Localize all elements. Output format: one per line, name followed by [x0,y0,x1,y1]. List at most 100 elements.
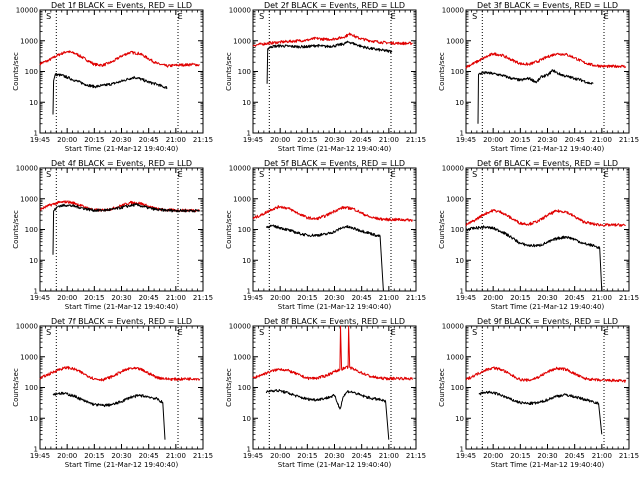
x-tick-label: 19:45 [30,294,50,302]
x-tick-label: 20:30 [537,452,557,460]
y-tick-label: 100 [451,226,464,234]
y-tick-label: 10 [242,99,251,107]
x-tick-label: 21:15 [406,452,426,460]
chart-panel-7: Det 7f BLACK = Events, RED = LLD 1 10 100 10… [12,317,213,469]
x-tick-label: 20:45 [352,452,372,460]
x-tick-label: 21:00 [166,136,186,144]
y-tick-label: 1000 [446,195,464,203]
lld-series-line [465,52,627,69]
y-tick-label: 10 [29,257,38,265]
y-tick-label: 10 [242,257,251,265]
chart-panel-5: Det 5f BLACK = Events, RED = LLD 1 10 100 10… [225,159,426,311]
x-axis-label: Start Time (21-Mar-12 19:40:40) [65,461,179,469]
end-marker: E [178,12,183,21]
start-marker: S [472,170,477,179]
plot-frame [252,325,417,450]
y-axis-label: Counts/sec [225,368,233,407]
x-tick-label: 20:45 [139,452,159,460]
y-tick-label: 100 [238,226,251,234]
y-axis-label: Counts/sec [12,52,20,91]
y-tick-label: 10000 [229,165,251,173]
chart-title: Det 4f BLACK = Events, RED = LLD [51,159,192,168]
x-tick-label: 20:45 [565,294,585,302]
x-tick-label: 20:00 [483,294,503,302]
chart-panel-3: Det 3f BLACK = Events, RED = LLD 1 10 100 10… [438,1,639,153]
y-tick-label: 10 [455,415,464,423]
start-marker: S [259,170,264,179]
chart-title: Det 9f BLACK = Events, RED = LLD [477,317,618,326]
y-axis-label: Counts/sec [225,52,233,91]
y-tick-label: 1000 [20,353,38,361]
y-tick-label: 1 [247,288,251,296]
end-marker: E [391,328,396,337]
y-axis-label: Counts/sec [12,210,20,249]
y-tick-label: 100 [238,384,251,392]
start-marker: S [259,12,264,21]
x-tick-label: 20:00 [483,136,503,144]
x-tick-label: 19:45 [456,452,476,460]
x-tick-label: 19:45 [243,294,263,302]
x-tick-label: 20:45 [352,294,372,302]
events-series-line [465,225,603,292]
chart-title: Det 5f BLACK = Events, RED = LLD [264,159,405,168]
y-tick-label: 1 [247,446,251,454]
x-tick-label: 20:00 [57,136,77,144]
x-axis-label: Start Time (21-Mar-12 19:40:40) [278,461,392,469]
x-tick-label: 20:30 [537,136,557,144]
y-tick-label: 100 [451,384,464,392]
plot-frame [465,167,630,292]
x-tick-label: 20:45 [139,136,159,144]
x-tick-label: 21:15 [193,452,213,460]
plot-frame [252,9,417,134]
y-tick-label: 1 [247,130,251,138]
x-tick-label: 19:45 [243,136,263,144]
chart-panel-6: Det 6f BLACK = Events, RED = LLD 1 10 100 10… [438,159,639,311]
x-tick-label: 19:45 [243,452,263,460]
y-tick-label: 100 [25,384,38,392]
end-marker: E [391,170,396,179]
end-marker: E [604,12,609,21]
y-tick-label: 100 [25,68,38,76]
x-tick-label: 20:00 [57,294,77,302]
events-series-line [478,390,603,435]
lld-series-line [39,365,201,382]
x-axis-label: Start Time (21-Mar-12 19:40:40) [278,145,392,153]
x-axis-label: Start Time (21-Mar-12 19:40:40) [65,145,179,153]
end-marker: E [391,12,396,21]
x-tick-label: 19:45 [456,136,476,144]
y-tick-label: 1000 [233,353,251,361]
plot-frame [465,325,630,450]
events-series-line [52,73,168,115]
chart-title: Det 1f BLACK = Events, RED = LLD [51,1,192,10]
x-tick-label: 21:15 [619,294,639,302]
chart-title: Det 7f BLACK = Events, RED = LLD [51,317,192,326]
start-marker: S [46,328,51,337]
x-tick-label: 21:00 [166,294,186,302]
y-tick-label: 1 [460,288,464,296]
y-tick-label: 10 [455,257,464,265]
x-tick-label: 20:15 [297,136,317,144]
lld-series-line [252,325,414,381]
plot-frame [39,325,204,450]
x-tick-label: 21:15 [619,452,639,460]
y-tick-label: 10000 [16,7,38,15]
x-tick-label: 19:45 [456,294,476,302]
y-tick-label: 10000 [229,323,251,331]
y-tick-label: 1000 [20,37,38,45]
x-tick-label: 20:30 [537,294,557,302]
end-marker: E [178,170,183,179]
chart-panel-1: Det 1f BLACK = Events, RED = LLD 1 10 100 10… [12,1,213,153]
plot-frame [39,167,204,292]
y-tick-label: 1000 [446,37,464,45]
x-tick-label: 20:15 [84,452,104,460]
lld-series-line [39,50,201,68]
x-tick-label: 20:00 [483,452,503,460]
x-tick-label: 21:15 [406,136,426,144]
x-tick-label: 21:00 [592,294,612,302]
chart-panel-9: Det 9f BLACK = Events, RED = LLD 1 10 100 10… [438,317,639,469]
x-tick-label: 20:15 [510,452,530,460]
y-tick-label: 10000 [16,323,38,331]
plot-frame [39,9,204,134]
y-axis-label: Counts/sec [225,210,233,249]
